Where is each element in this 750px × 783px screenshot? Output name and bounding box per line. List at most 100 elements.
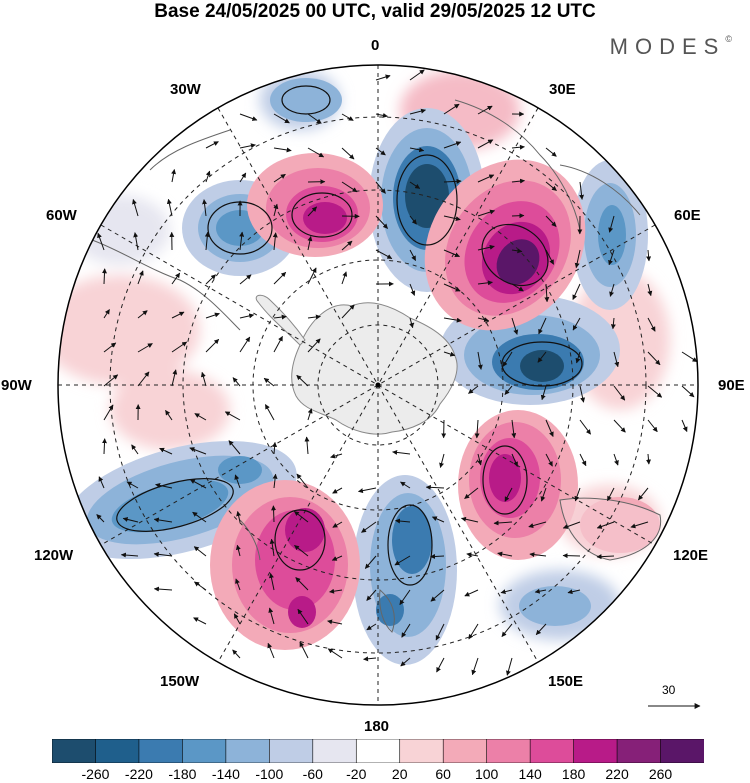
wind-vector-arrow — [468, 385, 479, 394]
colorbar-bin — [529, 739, 575, 763]
wind-vector-arrow — [273, 173, 286, 183]
wind-vector-arrow — [607, 487, 615, 502]
wind-vector-arrow — [443, 215, 461, 222]
wind-vector-arrow — [137, 343, 153, 353]
wind-vector-arrow — [538, 317, 547, 335]
wind-vector-arrow — [366, 623, 377, 631]
colorbar-tick-label: -260 — [81, 766, 110, 782]
wind-vector-arrow — [409, 147, 425, 153]
wind-vector-arrow — [235, 578, 241, 591]
wind-vector-arrow — [96, 514, 105, 523]
wind-vector-arrow — [430, 589, 445, 602]
wind-vector-arrow — [466, 552, 479, 558]
wind-vector-arrow — [159, 447, 173, 455]
colorbar-tick-label: -60 — [302, 766, 323, 782]
colorbar-tick-label: 140 — [518, 766, 542, 782]
wind-vector-arrow — [272, 441, 278, 455]
wind-vector-arrow — [474, 419, 480, 439]
wind-vector-arrow — [504, 487, 513, 502]
wind-vector-arrow — [534, 588, 547, 594]
wind-vector-arrow — [307, 206, 317, 217]
wind-vector-arrow — [171, 169, 177, 183]
wind-vector-arrow — [545, 215, 557, 227]
wind-vector-arrow — [341, 113, 354, 121]
vector-scale-arrow — [648, 703, 701, 709]
wind-vector-arrow — [399, 589, 411, 606]
wind-vector-arrow — [511, 419, 517, 439]
colorbar-tick-label: -140 — [211, 766, 240, 782]
wind-vector-arrow — [575, 351, 581, 364]
wind-vector-arrow — [409, 249, 417, 261]
wind-vector-arrow — [544, 283, 550, 303]
wind-vector-arrow — [409, 69, 425, 81]
wind-vector-arrow — [477, 139, 494, 149]
wind-vector-arrow — [409, 317, 414, 329]
colorbar-bin — [660, 739, 704, 763]
wind-vector-arrow — [471, 657, 479, 676]
wind-vector-arrow — [596, 554, 615, 560]
wind-vector-arrow — [477, 351, 483, 370]
wind-vector-arrow — [205, 274, 216, 285]
wind-vector-arrow — [505, 657, 513, 676]
wind-vector-arrow — [271, 505, 277, 523]
wind-vector-arrow — [296, 473, 309, 489]
wind-vector-arrow — [307, 314, 321, 320]
wind-vector-arrow — [331, 555, 343, 561]
wind-vector-arrow — [511, 317, 519, 335]
wind-vector-arrow — [307, 267, 317, 285]
wind-vector-arrow — [235, 544, 241, 557]
wind-vector-arrow — [295, 577, 309, 591]
wind-vector-arrow — [239, 231, 245, 251]
wind-vector-arrow — [153, 586, 173, 592]
map-boundary — [57, 64, 699, 706]
wind-vector-arrow — [574, 487, 581, 502]
wind-vector-arrow — [137, 270, 144, 285]
wind-vector-arrow — [126, 481, 139, 489]
wind-vector-arrow — [194, 413, 207, 421]
wind-vector-arrow — [137, 310, 148, 319]
wind-vector-arrow — [103, 342, 117, 353]
wind-vector-arrow — [307, 236, 313, 251]
antarctic-peninsula — [255, 294, 306, 346]
wind-vector-arrow — [477, 317, 490, 323]
wind-vector-arrow — [477, 244, 495, 251]
wind-vector-arrow — [133, 232, 139, 251]
wind-vector-arrow — [572, 317, 581, 331]
wind-vector-arrow — [681, 419, 688, 432]
map-title: Base 24/05/2025 00 UTC, valid 29/05/2025… — [154, 1, 596, 22]
wind-vector-arrow — [155, 482, 173, 489]
wind-vector-arrow — [464, 487, 479, 499]
wind-vector-arrow — [239, 336, 251, 353]
wind-vector-arrow — [647, 317, 656, 332]
wind-vector-arrow — [511, 453, 518, 467]
wind-vector-arrow — [103, 404, 114, 421]
wind-vector-arrow — [171, 369, 178, 387]
colorbar-tick-label: -220 — [124, 766, 153, 782]
wind-vector-arrow — [574, 249, 581, 269]
colorbar-tick-label: 100 — [474, 766, 499, 782]
wind-vector-arrow — [443, 103, 460, 115]
wind-vector-arrow — [545, 249, 555, 265]
colorbar-bin — [138, 739, 184, 763]
wind-vector-arrow — [263, 377, 275, 387]
wind-vector-arrow — [477, 453, 483, 466]
wind-vector-arrow — [205, 141, 219, 149]
wind-vector-arrow — [464, 589, 479, 597]
wind-vector-arrow — [269, 538, 275, 557]
colorbar-tick-label: 180 — [561, 766, 586, 782]
wind-vector-arrow — [535, 623, 547, 635]
colorbar-tick-label: -180 — [168, 766, 197, 782]
wind-vector-arrow — [358, 487, 377, 494]
wind-vector-arrow — [528, 521, 547, 528]
wind-vector-arrow — [545, 419, 554, 437]
wind-vector-arrow — [681, 385, 695, 398]
wind-vector-arrow — [540, 487, 547, 502]
wind-vector-arrow — [103, 374, 119, 387]
wind-vector-arrow — [200, 371, 207, 387]
wind-vector-arrow — [439, 453, 445, 468]
wind-vector-arrow — [193, 546, 207, 557]
wind-vector-arrow — [375, 74, 391, 81]
wind-vector-arrow — [608, 215, 615, 233]
wind-vector-arrow — [545, 181, 557, 191]
wind-vector-arrow — [204, 231, 210, 251]
